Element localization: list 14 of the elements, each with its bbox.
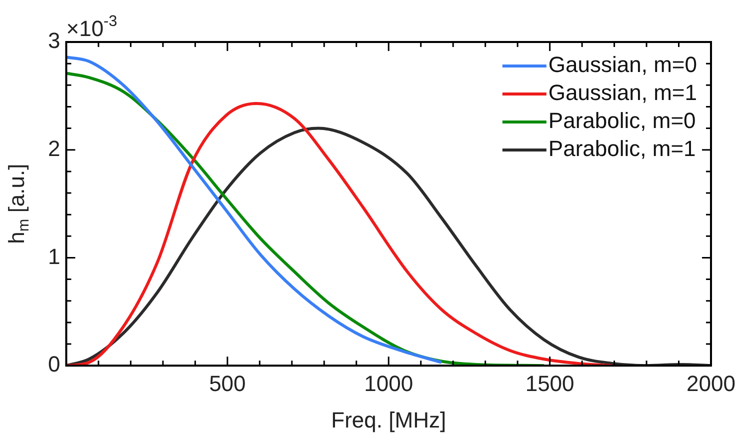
legend-label: Parabolic, m=1 — [548, 136, 696, 162]
x-tick-label: 500 — [209, 370, 246, 396]
x-tick-label: 1000 — [364, 370, 414, 396]
legend-label: Gaussian, m=0 — [548, 52, 698, 78]
legend-label: Gaussian, m=1 — [548, 80, 698, 106]
legend-label: Parabolic, m=0 — [548, 108, 696, 134]
y-tick-label: 3 — [48, 28, 60, 54]
y-tick-label: 0 — [48, 352, 60, 377]
y-axis-title: hm [a.u.] — [4, 164, 33, 244]
y-tick-label: 1 — [48, 244, 60, 269]
x-axis-title: Freq. [MHz] — [331, 408, 446, 433]
x-tick-label: 1500 — [525, 370, 574, 396]
y-tick-label: 2 — [48, 136, 60, 161]
x-tick-label: 2000 — [686, 370, 736, 396]
